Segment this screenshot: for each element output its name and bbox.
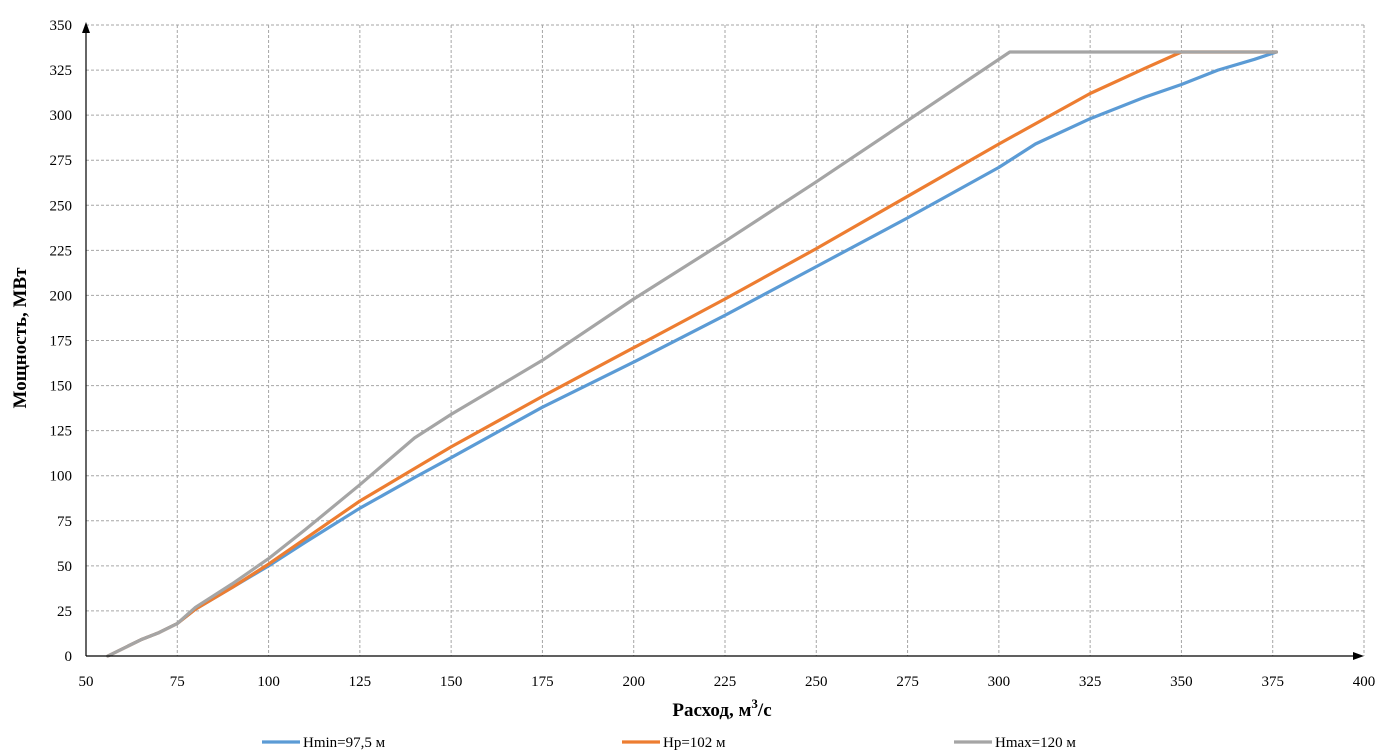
legend: Hmin=97,5 м Hр=102 м Hmax=120 м <box>262 735 1076 751</box>
y-tick-label: 0 <box>65 649 73 665</box>
x-tick-label: 375 <box>1261 674 1284 690</box>
x-axis-title-main: Расход, м <box>672 700 751 721</box>
x-axis-arrow <box>1353 652 1364 660</box>
y-tick-label: 150 <box>50 379 73 395</box>
y-tick-label: 175 <box>50 334 73 350</box>
x-tick-label: 150 <box>440 674 463 690</box>
y-tick-label: 50 <box>57 559 72 575</box>
y-axis-arrow <box>82 22 90 33</box>
grid <box>86 24 1365 656</box>
series-lines <box>106 50 1278 658</box>
axes <box>82 22 1364 660</box>
x-axis-title-tail: /с <box>757 700 772 721</box>
y-tick-label: 100 <box>50 469 73 485</box>
legend-label-3: Hmax=120 м <box>995 735 1076 751</box>
x-tick-label: 125 <box>349 674 372 690</box>
x-tick-label: 350 <box>1170 674 1193 690</box>
x-tick-label: 275 <box>896 674 919 690</box>
series-line-3 <box>106 50 1278 658</box>
x-axis-title-sup: 3 <box>751 696 758 711</box>
tick-labels: 50 75 100 125 150 175 200 225 250 275 300 325 350 375… <box>50 18 1376 690</box>
y-tick-label: 25 <box>57 604 72 620</box>
y-tick-label: 225 <box>50 243 73 259</box>
y-tick-label: 300 <box>50 108 73 124</box>
legend-label-1: Hmin=97,5 м <box>303 735 386 751</box>
x-tick-label: 400 <box>1353 674 1376 690</box>
x-tick-label: 250 <box>805 674 828 690</box>
legend-label-2: Hр=102 м <box>663 735 726 751</box>
y-axis-title: Мощность, МВт <box>10 267 31 409</box>
x-tick-label: 75 <box>170 674 185 690</box>
x-tick-label: 325 <box>1079 674 1102 690</box>
x-tick-label: 225 <box>714 674 737 690</box>
x-tick-label: 100 <box>257 674 280 690</box>
y-tick-label: 250 <box>50 198 73 214</box>
x-tick-label: 175 <box>531 674 554 690</box>
x-tick-label: 50 <box>79 674 94 690</box>
x-tick-label: 300 <box>988 674 1011 690</box>
y-tick-label: 325 <box>50 63 73 79</box>
y-tick-label: 75 <box>57 514 72 530</box>
y-tick-label: 200 <box>50 288 73 304</box>
x-tick-label: 200 <box>622 674 645 690</box>
y-tick-label: 350 <box>50 18 73 34</box>
x-axis-title: Расход, м3/с <box>672 696 771 721</box>
y-tick-label: 125 <box>50 424 73 440</box>
y-tick-label: 275 <box>50 153 73 169</box>
